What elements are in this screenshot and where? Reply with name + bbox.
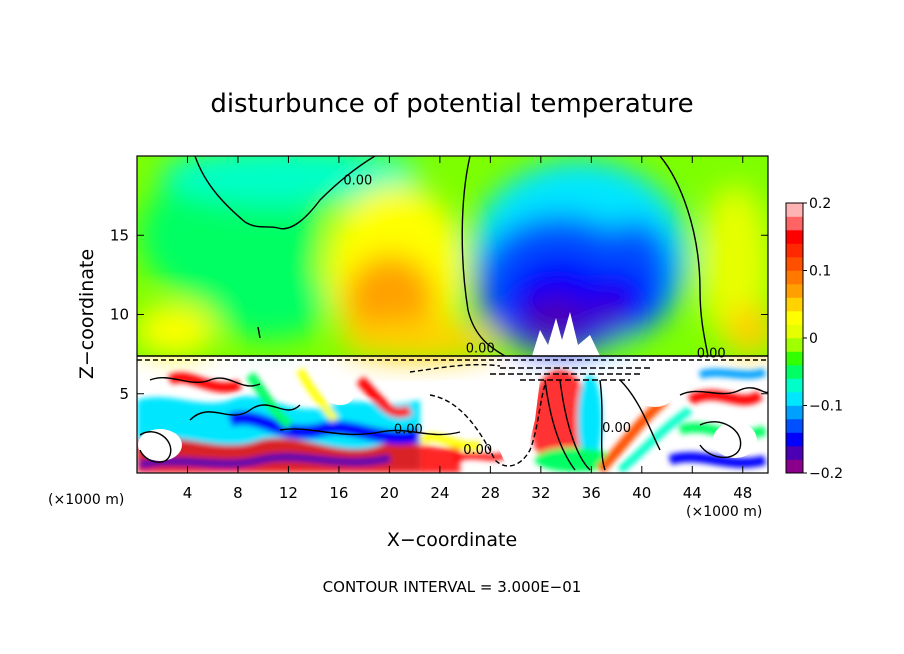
y-axis-label: Z−coordinate xyxy=(76,249,98,379)
chart-title: disturbunce of potential temperature xyxy=(210,89,693,119)
contour-label: 0.00 xyxy=(697,346,726,361)
colorbar-cell xyxy=(786,419,803,433)
x-unit-left: (×1000 m) xyxy=(48,492,124,508)
colorbar-cell xyxy=(786,257,803,271)
x-tick-label: 16 xyxy=(329,484,348,502)
x-unit-right: (×1000 m) xyxy=(686,504,762,520)
colorbar-cell xyxy=(786,297,803,312)
x-tick-label: 40 xyxy=(632,484,651,502)
x-axis-label: X−coordinate xyxy=(387,529,517,551)
colorbar-cell xyxy=(786,459,803,474)
x-tick-label: 28 xyxy=(481,484,500,502)
colorbar-tick-label: 0.2 xyxy=(809,196,831,212)
lower-field xyxy=(137,368,767,473)
colorbar-cell xyxy=(786,230,803,244)
upper-field xyxy=(137,156,768,360)
colorbar-cell xyxy=(786,216,803,231)
colorbar-cell xyxy=(786,284,803,298)
colorbar-cell xyxy=(786,432,803,447)
x-tick-label: 48 xyxy=(733,484,752,502)
colorbar-cell xyxy=(786,446,803,460)
colorbar-cell xyxy=(786,351,803,366)
colorbar-cell xyxy=(786,203,803,217)
y-axis: 5 10 15 xyxy=(110,226,768,403)
colorbar-cell xyxy=(786,311,803,325)
x-tick-label: 4 xyxy=(183,484,193,502)
colorbar-tick-label: −0.2 xyxy=(809,466,843,482)
contour-label: 0.00 xyxy=(394,422,423,437)
y-tick-label: 15 xyxy=(110,226,129,244)
colorbar-cell xyxy=(786,324,803,339)
x-tick-label: 44 xyxy=(683,484,702,502)
x-tick-label: 32 xyxy=(531,484,550,502)
colorbar-cell xyxy=(786,338,803,352)
colorbar-cell xyxy=(786,405,803,420)
colorbar-cell xyxy=(786,243,803,258)
contour-label: 0.00 xyxy=(463,443,492,458)
colorbar-cell xyxy=(786,378,803,393)
x-tick-label: 36 xyxy=(582,484,601,502)
contour-labels: 0.00 0.00 0.00 0.00 0.00 0.00 xyxy=(343,174,725,458)
colorbar-tick-label: 0 xyxy=(809,331,818,347)
colorbar-cell xyxy=(786,365,803,379)
x-tick-label: 12 xyxy=(279,484,298,502)
colorbar: 0.2 0.1 0 −0.1 −0.2 xyxy=(785,196,843,482)
x-tick-label: 24 xyxy=(430,484,449,502)
colorbar-cell xyxy=(786,392,803,406)
contour-label: 0.00 xyxy=(466,342,495,357)
colorbar-tick-label: −0.1 xyxy=(809,399,843,415)
contour-lines xyxy=(137,156,768,471)
y-tick-label: 10 xyxy=(110,306,129,324)
x-tick-label: 8 xyxy=(233,484,243,502)
contour-label: 0.00 xyxy=(602,421,631,436)
x-axis: 4 8 12 16 20 24 28 32 36 40 44 48 xyxy=(183,156,752,502)
y-tick-label: 5 xyxy=(119,385,129,403)
x-tick-label: 20 xyxy=(380,484,399,502)
contour-label: 0.00 xyxy=(343,174,372,189)
plot-area: 0.00 0.00 0.00 0.00 0.00 0.00 xyxy=(137,156,768,473)
contour-interval-note: CONTOUR INTERVAL = 3.000E−01 xyxy=(323,578,582,596)
colorbar-cell xyxy=(786,270,803,285)
colorbar-tick-label: 0.1 xyxy=(809,264,831,280)
